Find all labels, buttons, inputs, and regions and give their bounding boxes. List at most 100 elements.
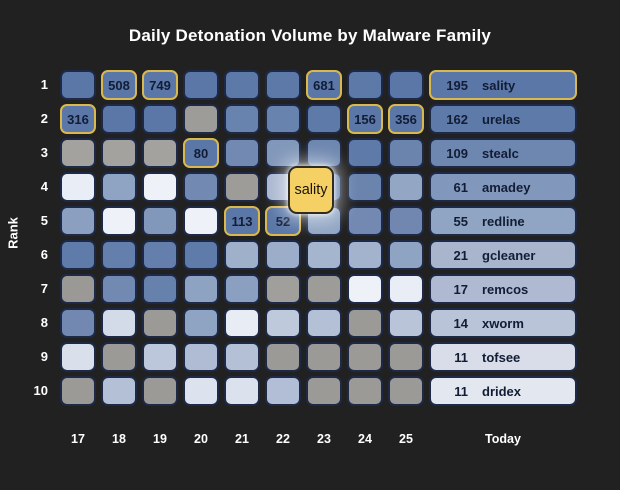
tooltip-label: sality — [294, 182, 328, 198]
today-cell[interactable]: 21 gcleaner — [429, 240, 577, 270]
heatmap-cell[interactable] — [183, 308, 219, 338]
heatmap-cell[interactable] — [142, 172, 178, 202]
today-cell[interactable]: 61 amadey — [429, 172, 577, 202]
heatmap-cell[interactable] — [265, 274, 301, 304]
heatmap-cell[interactable] — [142, 308, 178, 338]
heatmap-cell[interactable] — [388, 342, 424, 372]
today-cell[interactable]: 14 xworm — [429, 308, 577, 338]
heatmap-cell[interactable] — [347, 240, 383, 270]
heatmap-cell[interactable] — [101, 138, 137, 168]
heatmap-cell[interactable] — [306, 342, 342, 372]
heatmap-cell[interactable] — [60, 342, 96, 372]
heatmap-cell[interactable] — [183, 342, 219, 372]
heatmap-cell[interactable] — [183, 104, 219, 134]
heatmap-cell[interactable] — [224, 172, 260, 202]
heatmap-cell[interactable] — [347, 138, 383, 168]
heatmap-cell[interactable] — [306, 104, 342, 134]
heatmap-cell[interactable] — [388, 206, 424, 236]
heatmap-cell[interactable] — [306, 308, 342, 338]
heatmap-cell[interactable] — [60, 308, 96, 338]
heatmap-cell[interactable] — [183, 206, 219, 236]
heatmap-cell[interactable] — [306, 240, 342, 270]
heatmap-cell-highlighted[interactable]: 156 — [347, 104, 383, 134]
heatmap-cell[interactable] — [347, 172, 383, 202]
heatmap-cell[interactable] — [224, 104, 260, 134]
heatmap-cell[interactable] — [347, 274, 383, 304]
heatmap-cell[interactable] — [101, 104, 137, 134]
heatmap-cell[interactable] — [142, 376, 178, 406]
heatmap-cell[interactable] — [388, 240, 424, 270]
heatmap-cell[interactable] — [265, 376, 301, 406]
heatmap-cell[interactable] — [388, 274, 424, 304]
heatmap-cell[interactable] — [265, 70, 301, 100]
heatmap-cell[interactable] — [183, 172, 219, 202]
today-cell[interactable]: 11 tofsee — [429, 342, 577, 372]
heatmap-cell-highlighted[interactable]: 749 — [142, 70, 178, 100]
heatmap-cell[interactable] — [101, 172, 137, 202]
heatmap-cell[interactable] — [265, 308, 301, 338]
heatmap-cell[interactable] — [142, 342, 178, 372]
heatmap-cell-highlighted[interactable]: 80 — [183, 138, 219, 168]
heatmap-cell[interactable] — [183, 274, 219, 304]
heatmap-cell[interactable] — [60, 70, 96, 100]
heatmap-cell[interactable] — [347, 70, 383, 100]
heatmap-cell[interactable] — [101, 342, 137, 372]
heatmap-cell[interactable] — [101, 274, 137, 304]
heatmap-cell[interactable] — [388, 172, 424, 202]
today-count-label: 21 — [453, 247, 468, 263]
heatmap-cell[interactable] — [60, 376, 96, 406]
heatmap-cell-highlighted[interactable]: 356 — [388, 104, 424, 134]
heatmap-cell[interactable] — [265, 240, 301, 270]
heatmap-cell[interactable] — [183, 70, 219, 100]
heatmap-cell[interactable] — [306, 376, 342, 406]
heatmap-cell[interactable] — [60, 172, 96, 202]
heatmap-cell[interactable] — [183, 240, 219, 270]
heatmap-cell[interactable] — [224, 376, 260, 406]
heatmap-cell-highlighted[interactable]: 113 — [224, 206, 260, 236]
heatmap-cell[interactable] — [347, 206, 383, 236]
heatmap-cell-highlighted[interactable]: 316 — [60, 104, 96, 134]
heatmap-cell[interactable] — [60, 240, 96, 270]
today-cell-highlighted[interactable]: 195 sality — [429, 70, 577, 100]
heatmap-cell[interactable] — [183, 376, 219, 406]
heatmap-cell[interactable] — [347, 308, 383, 338]
today-cell[interactable]: 11 dridex — [429, 376, 577, 406]
heatmap-cell-highlighted[interactable]: 681 — [306, 70, 342, 100]
today-cell[interactable]: 162 urelas — [429, 104, 577, 134]
today-cell[interactable]: 109 stealc — [429, 138, 577, 168]
heatmap-cell-highlighted[interactable]: 52 — [265, 206, 301, 236]
heatmap-cell[interactable] — [142, 274, 178, 304]
heatmap-cell[interactable] — [224, 138, 260, 168]
heatmap-cell[interactable] — [101, 206, 137, 236]
heatmap-cell[interactable] — [224, 70, 260, 100]
heatmap-cell[interactable] — [265, 104, 301, 134]
heatmap-cell[interactable] — [224, 342, 260, 372]
heatmap-cell[interactable] — [142, 104, 178, 134]
heatmap-cell[interactable] — [224, 240, 260, 270]
heatmap-cell[interactable] — [265, 138, 301, 168]
heatmap-cell[interactable] — [101, 376, 137, 406]
heatmap-cell[interactable] — [142, 138, 178, 168]
heatmap-cell[interactable] — [347, 342, 383, 372]
heatmap-cell[interactable] — [60, 206, 96, 236]
today-cell[interactable]: 55 redline — [429, 206, 577, 236]
heatmap-cell[interactable] — [265, 342, 301, 372]
heatmap-cell[interactable] — [306, 138, 342, 168]
heatmap-cell[interactable] — [60, 138, 96, 168]
today-cell[interactable]: 17 remcos — [429, 274, 577, 304]
heatmap-cell[interactable] — [306, 274, 342, 304]
heatmap-cell[interactable] — [388, 308, 424, 338]
heatmap-cell[interactable] — [224, 308, 260, 338]
heatmap-cell[interactable] — [60, 274, 96, 304]
heatmap-cell[interactable] — [388, 376, 424, 406]
heatmap-cell[interactable] — [101, 308, 137, 338]
heatmap-cell[interactable] — [347, 376, 383, 406]
heatmap-cell[interactable] — [388, 138, 424, 168]
heatmap-cell[interactable] — [101, 240, 137, 270]
today-family-label: remcos — [482, 281, 529, 297]
heatmap-cell[interactable] — [142, 240, 178, 270]
heatmap-cell[interactable] — [388, 70, 424, 100]
heatmap-cell[interactable] — [142, 206, 178, 236]
heatmap-cell[interactable] — [224, 274, 260, 304]
heatmap-cell-highlighted[interactable]: 508 — [101, 70, 137, 100]
